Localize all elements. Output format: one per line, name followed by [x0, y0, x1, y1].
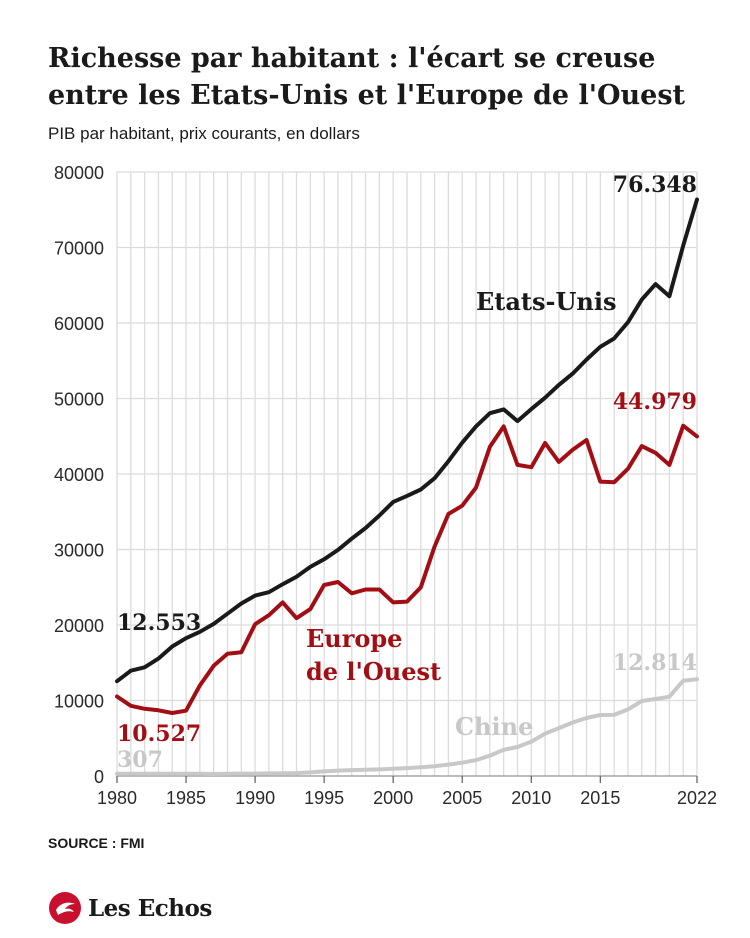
y-tick-label: 60000 [54, 314, 104, 334]
x-tick-label: 1995 [304, 788, 344, 808]
series-line-china [115, 677, 699, 776]
y-tick-label: 40000 [54, 465, 104, 485]
series-line-europe [115, 423, 699, 715]
line-chart: 0 10000 20000 30000 40000 50000 60000 70000 8000… [54, 163, 717, 808]
brand-name: Les Echos [88, 894, 212, 922]
chart-subtitle: PIB par habitant, prix courants, en doll… [48, 124, 360, 143]
annotation-usa-0: Etats-Unis [476, 287, 617, 316]
x-tick-label: 2015 [580, 788, 620, 808]
les-echos-logo: Les Echos [48, 888, 212, 928]
axis-tick-labels: 0 10000 20000 30000 40000 50000 60000 70000 8000… [54, 163, 717, 808]
annotation-usa-2: 76.348 [613, 172, 697, 198]
chart-title: Richesse par habitant : l'écart se creus… [48, 43, 686, 111]
y-tick-label: 80000 [54, 163, 104, 183]
annotation-china-0: Chine [455, 712, 533, 741]
y-tick-label: 0 [94, 767, 104, 787]
annotation-usa-1: 12.553 [117, 610, 201, 636]
series-line-usa [115, 197, 699, 684]
x-tick-label: 2010 [511, 788, 551, 808]
x-tick-label: 1985 [166, 788, 206, 808]
x-tick-label: 1990 [235, 788, 275, 808]
brand-icon [49, 892, 81, 924]
annotation-europe-1: de l'Ouest [306, 657, 441, 686]
annotation-china-2: 12.814 [613, 650, 697, 676]
y-tick-label: 70000 [54, 239, 104, 259]
x-tick-label: 2005 [442, 788, 482, 808]
x-tick-label: 1980 [97, 788, 137, 808]
annotation-europe-2: 10.527 [117, 721, 201, 747]
y-tick-label: 20000 [54, 616, 104, 636]
series-lines [115, 197, 699, 776]
x-tick-label: 2000 [373, 788, 413, 808]
annotation-europe-0: Europe [306, 624, 402, 653]
y-tick-label: 30000 [54, 541, 104, 561]
annotation-europe-3: 44.979 [613, 389, 697, 415]
y-tick-label: 10000 [54, 692, 104, 712]
x-tick-label: 2022 [677, 788, 717, 808]
annotation-china-1: 307 [117, 747, 163, 773]
y-tick-label: 50000 [54, 390, 104, 410]
series-annotations: Etats-Unis 12.553 76.348 Europe de l'Ouest 10… [117, 172, 697, 773]
source-note: SOURCE : FMI [48, 835, 145, 851]
